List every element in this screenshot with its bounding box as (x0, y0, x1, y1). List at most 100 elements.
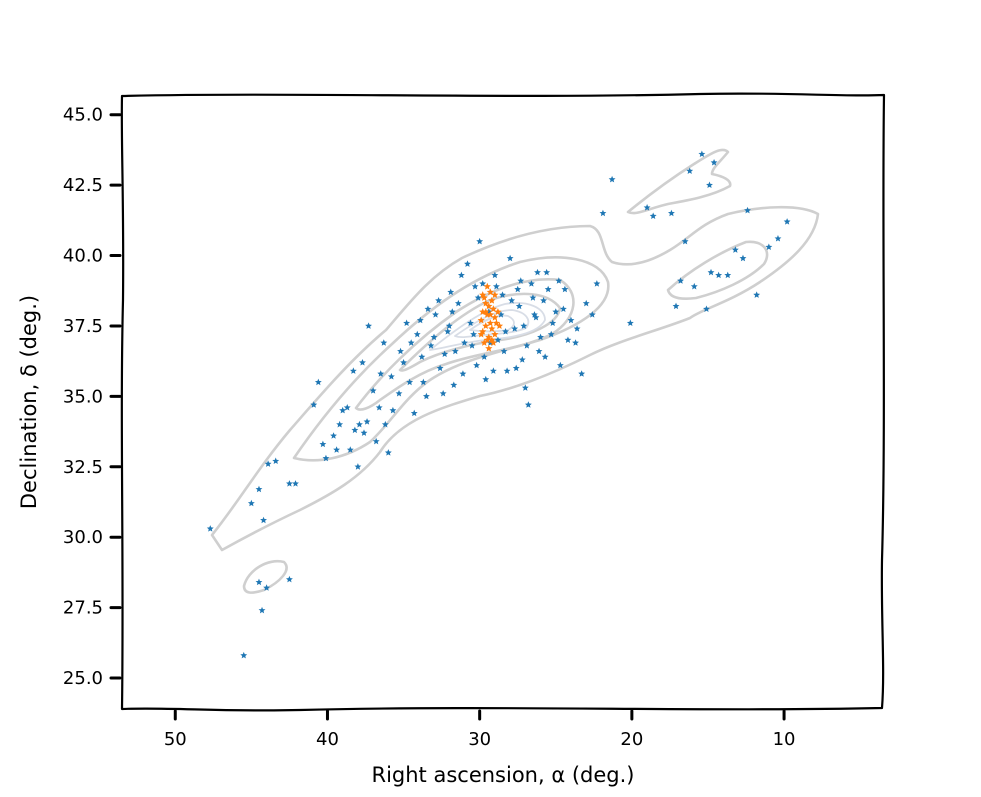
data-point (511, 325, 519, 332)
y-tick-label: 30.0 (63, 527, 103, 548)
x-tick-label: 30 (468, 729, 491, 750)
data-point (447, 288, 455, 296)
data-point (272, 457, 280, 465)
data-point (485, 344, 493, 352)
data-point (482, 322, 490, 330)
data-point (286, 480, 293, 487)
data-point (552, 308, 560, 315)
data-point (470, 330, 478, 338)
data-point (529, 294, 537, 301)
data-point (477, 316, 485, 324)
data-point (441, 350, 449, 358)
data-point (547, 330, 555, 338)
x-tick-label: 10 (773, 729, 796, 750)
data-point (499, 291, 506, 298)
y-tick-label: 42.5 (63, 175, 103, 196)
data-point (255, 485, 263, 493)
data-point (486, 319, 494, 327)
data-point (599, 209, 607, 217)
data-point (495, 322, 504, 330)
data-point (474, 294, 482, 301)
data-point (483, 282, 491, 290)
data-point (588, 311, 596, 318)
data-point (500, 347, 508, 355)
data-point (471, 282, 479, 290)
data-point (515, 302, 523, 310)
data-point (467, 319, 474, 327)
data-point (739, 254, 747, 262)
scatter-series-blue (206, 150, 791, 659)
data-point (407, 339, 415, 346)
y-tick-label: 32.5 (63, 457, 103, 478)
data-point (330, 432, 337, 439)
data-point (464, 260, 471, 267)
data-point (582, 299, 590, 307)
data-point (512, 364, 520, 372)
data-point (492, 319, 501, 327)
data-point (240, 651, 248, 659)
x-axis-ticks: 50 40 30 20 10 (164, 709, 796, 750)
data-point (247, 499, 255, 507)
data-point (413, 330, 421, 338)
data-point (556, 361, 564, 369)
data-point (643, 204, 651, 211)
data-point (564, 336, 572, 343)
data-point (457, 271, 465, 279)
data-point (260, 516, 267, 524)
data-point (346, 446, 354, 453)
data-point (514, 285, 522, 293)
data-point (310, 401, 318, 408)
data-point (489, 367, 497, 374)
data-point (454, 299, 462, 307)
data-point (380, 339, 388, 346)
data-point (593, 280, 601, 287)
data-point (534, 268, 541, 276)
data-point (649, 212, 657, 220)
data-point (360, 429, 368, 436)
data-point (698, 150, 706, 158)
data-point (482, 375, 490, 383)
data-point (521, 384, 529, 391)
data-point (561, 285, 569, 293)
data-point (668, 209, 675, 217)
data-point (492, 282, 500, 290)
data-point (494, 336, 502, 343)
data-point (703, 305, 710, 312)
data-point (349, 367, 357, 374)
data-point (783, 218, 791, 225)
data-point (491, 271, 499, 279)
data-point (524, 401, 532, 408)
data-point (343, 404, 351, 411)
data-point (523, 342, 531, 349)
data-point (363, 418, 371, 425)
data-point (365, 322, 372, 329)
data-point (555, 277, 563, 284)
data-point (482, 308, 490, 315)
data-point (206, 525, 214, 532)
data-point (677, 277, 684, 284)
data-point (537, 333, 544, 341)
data-point (448, 308, 456, 315)
data-point (497, 311, 505, 318)
data-point (375, 404, 383, 411)
data-point (518, 356, 526, 363)
data-point (432, 311, 439, 318)
data-point (397, 347, 404, 355)
data-point (489, 305, 497, 313)
data-point (672, 302, 680, 310)
y-tick-label: 40.0 (63, 246, 103, 267)
y-tick-label: 35.0 (63, 386, 103, 407)
data-point (292, 480, 299, 487)
data-point (473, 361, 481, 369)
data-point (520, 322, 528, 329)
data-point (439, 389, 447, 397)
data-point (389, 406, 397, 414)
data-point (480, 339, 488, 346)
data-point (451, 347, 459, 355)
data-point (706, 181, 713, 189)
data-point (559, 305, 567, 312)
data-point (543, 268, 551, 276)
x-tick-label: 40 (316, 729, 339, 750)
data-point (286, 575, 293, 583)
